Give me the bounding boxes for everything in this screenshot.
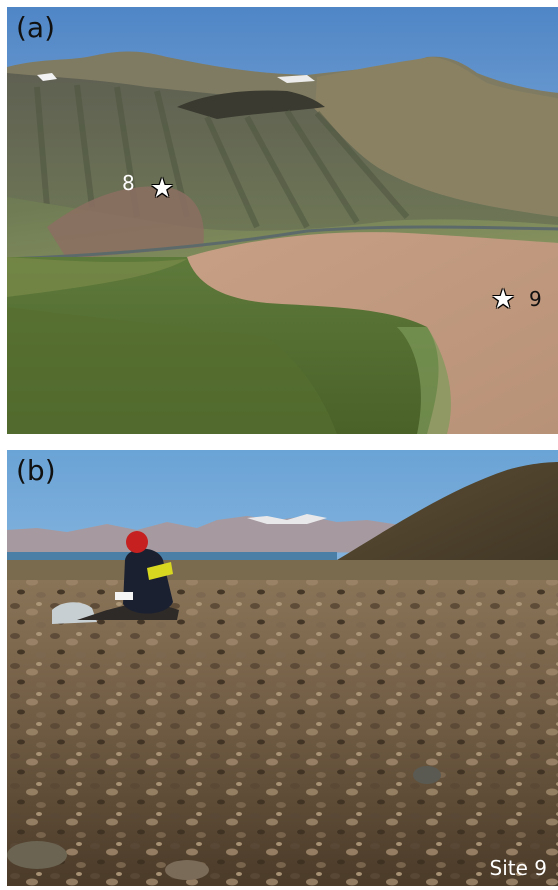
star-icon: ★ bbox=[150, 173, 175, 204]
panel-b-photo: (b) Site 9 bbox=[7, 450, 558, 886]
panel-b-label: (b) bbox=[16, 454, 56, 487]
panel-a-photo: (a) 8 ★ ★ 9 bbox=[7, 7, 558, 434]
star-icon: ★ bbox=[491, 284, 516, 315]
site-9-number: 9 bbox=[529, 287, 542, 311]
field-site-photo bbox=[7, 450, 558, 886]
valley-aerial-photo bbox=[7, 7, 558, 434]
panel-a-label: (a) bbox=[16, 11, 56, 44]
site-caption: Site 9 bbox=[489, 856, 547, 880]
site-8-number: 8 bbox=[122, 171, 135, 195]
